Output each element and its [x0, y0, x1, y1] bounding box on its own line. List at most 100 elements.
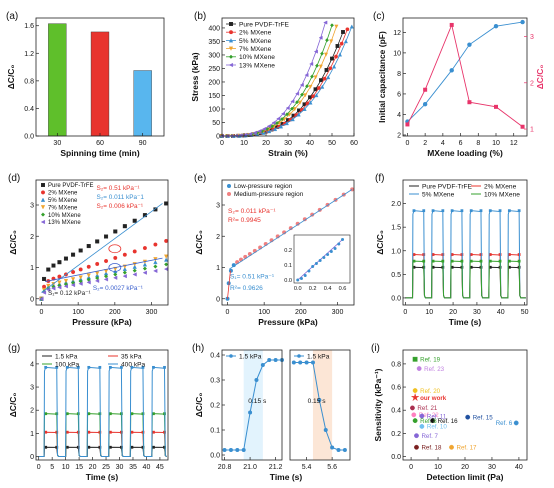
data-point	[469, 253, 473, 256]
data-point	[267, 129, 272, 134]
data-point	[51, 263, 56, 268]
data-point	[228, 448, 233, 452]
panel-tag: (a)	[6, 11, 18, 22]
inset-data-point	[322, 256, 326, 259]
data-point	[86, 273, 91, 278]
data-point	[273, 358, 278, 362]
legend-label: 7% MXene	[239, 46, 272, 53]
data-point	[313, 75, 318, 80]
x-tick-label: 300	[332, 309, 344, 316]
data-point	[465, 414, 471, 420]
plot-frame	[402, 17, 528, 137]
annotation: S₂= 0.006 kPa⁻¹	[97, 203, 144, 210]
data-point	[226, 281, 231, 286]
y-tick-label: 0.8	[391, 361, 401, 368]
y-tick-label: 1	[30, 265, 34, 272]
legend-label: 10% MXene	[239, 54, 275, 61]
legend-marker	[41, 182, 46, 187]
data-point	[295, 91, 300, 96]
panel-tag: (b)	[194, 11, 206, 22]
x-tick-label: 30	[473, 309, 481, 316]
x-tick-label: 40	[306, 140, 314, 147]
data-point	[412, 356, 418, 362]
series-line	[405, 260, 526, 299]
x-tick-label: 20.8	[218, 464, 232, 471]
x-axis-label: Detection limit (Pa)	[427, 472, 504, 482]
data-point	[108, 445, 112, 449]
data-point	[422, 209, 426, 213]
legend-label: Pure PVDF-TrFE	[239, 21, 290, 28]
x-tick-label: 200	[109, 309, 121, 316]
data-point	[142, 262, 148, 267]
inset-x-tick-label: 0.0	[294, 286, 302, 292]
legend-label: 1.5 kPa	[239, 353, 262, 360]
data-point	[86, 244, 91, 249]
x-tick-label: 5.6	[327, 464, 337, 471]
y-axis-label: ΔC/C₀	[194, 230, 204, 255]
inset-x-tick-label: 0.2	[309, 286, 317, 292]
data-point	[317, 398, 322, 402]
data-point	[330, 23, 334, 28]
x-tick-label: 50	[521, 309, 529, 316]
legend-marker	[228, 46, 234, 51]
data-point	[316, 86, 321, 90]
legend-label: 1.5 kPa	[55, 353, 78, 360]
highlight-circle	[108, 263, 122, 272]
y-tick-label: 1	[216, 265, 220, 272]
y-tick-label: 1.0	[391, 248, 401, 255]
legend-label: 13% MXene	[48, 220, 81, 226]
data-point	[423, 87, 428, 92]
data-point	[152, 365, 155, 369]
data-point	[467, 100, 472, 105]
y-tick-label: 0.0	[391, 454, 401, 461]
data-point	[412, 209, 416, 213]
x-tick-label: 10	[425, 309, 433, 316]
data-point	[278, 124, 284, 129]
data-point	[296, 112, 301, 117]
data-point	[431, 253, 435, 256]
annotation: 0.15 s	[308, 398, 327, 405]
data-point	[422, 259, 426, 263]
data-point	[416, 366, 422, 371]
annotation: S₁= 0.12 kPa⁻¹	[48, 290, 91, 297]
data-point	[70, 282, 76, 288]
x-tick-label: 0	[226, 309, 230, 316]
bar	[48, 23, 67, 137]
data-point	[287, 112, 292, 117]
inset-y-tick-label: 0.1	[284, 263, 292, 269]
data-point	[152, 412, 155, 416]
inset-data-point	[337, 242, 341, 246]
data-point	[345, 27, 350, 32]
x-axis-label: MXene loading (%)	[427, 148, 503, 158]
data-point	[326, 75, 331, 80]
y-axis-label: Initial capacitance (pF)	[377, 31, 387, 123]
data-point	[310, 74, 314, 79]
inset-x-tick-label: 0.4	[324, 286, 332, 292]
data-point	[132, 268, 137, 273]
data-point	[257, 129, 262, 134]
inset-y-tick-label: 0.0	[284, 278, 292, 284]
panel-f: 0 10 20 30 40 50 0.0 0.5 1.0 1.5 2.0 Time (s) ΔC/C₀ (…	[375, 173, 529, 327]
legend-label: 7% MXene	[48, 205, 78, 211]
x-tick-label: 45	[156, 464, 164, 471]
y-tick-label: 2	[216, 234, 220, 241]
legend-label: 5% MXene	[48, 198, 78, 204]
data-point	[130, 445, 134, 449]
y-tick-label: 50	[212, 120, 220, 127]
x-tick-label: 25	[102, 464, 110, 471]
data-point	[55, 365, 59, 369]
data-point	[342, 448, 347, 452]
panel-tag: (c)	[373, 11, 385, 22]
x-tick-label: 60	[350, 140, 358, 147]
data-point	[441, 209, 445, 213]
y-tick-label: 4	[30, 361, 34, 368]
data-point	[430, 418, 436, 424]
x-tick-label: 0	[409, 464, 413, 471]
data-point	[65, 445, 69, 449]
data-point	[222, 448, 227, 452]
panel-tag: (g)	[8, 343, 20, 354]
legend-marker	[40, 197, 46, 202]
series-line	[38, 366, 167, 458]
